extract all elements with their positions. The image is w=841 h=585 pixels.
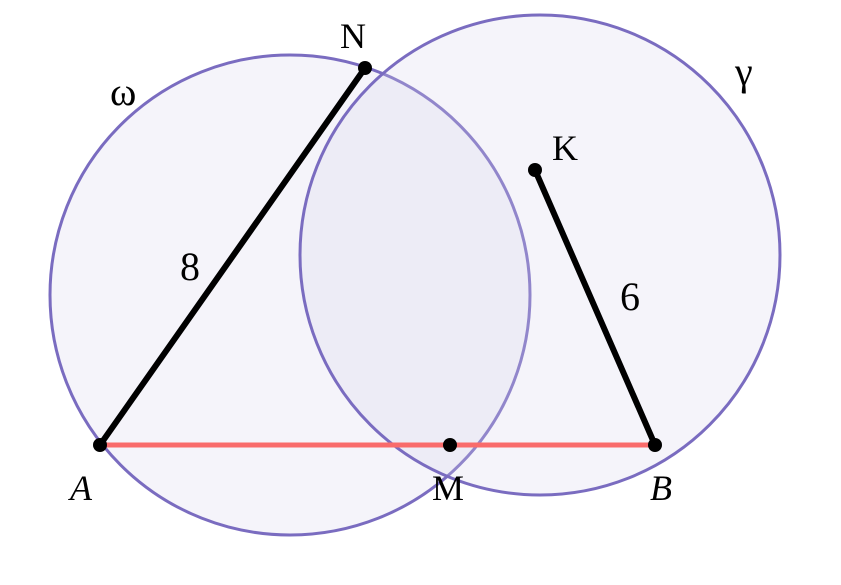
- point-n: [358, 61, 372, 75]
- point-k: [528, 163, 542, 177]
- label-omega: ω: [110, 69, 136, 114]
- point-a: [93, 438, 107, 452]
- label-k: K: [552, 128, 578, 168]
- label-gamma: γ: [734, 49, 753, 94]
- point-b: [648, 438, 662, 452]
- label-m: M: [432, 468, 464, 508]
- label-n: N: [340, 16, 366, 56]
- label-b: B: [650, 468, 672, 508]
- length-bk: 6: [620, 274, 640, 319]
- point-m: [443, 438, 457, 452]
- label-a: A: [68, 468, 93, 508]
- circle-gamma: [300, 15, 780, 495]
- length-an: 8: [180, 244, 200, 289]
